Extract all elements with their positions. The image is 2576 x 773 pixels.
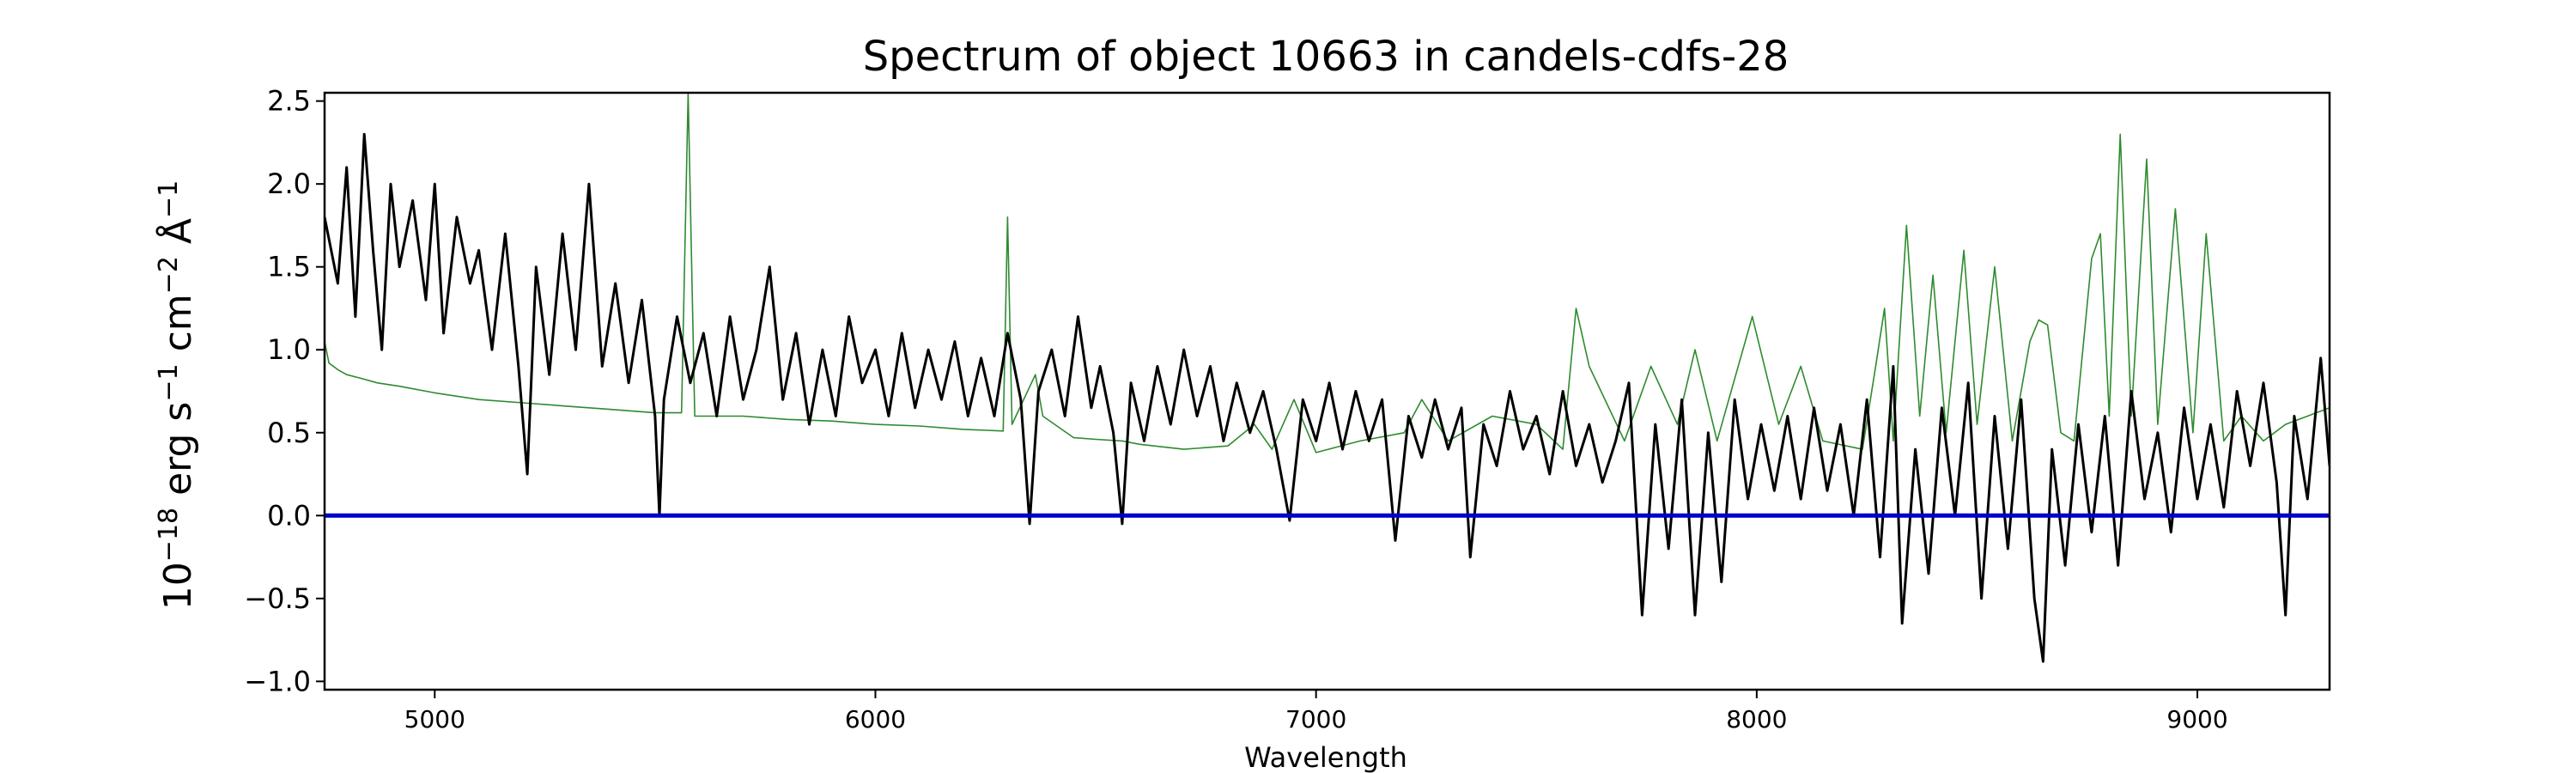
y-tick-label: 1.0 [267,333,311,366]
axis-ticks-group: −1.0 −0.5 0.0 0.5 1.0 1.5 2.0 2.5 5000 6000 7000 80… [244,85,2227,733]
x-tick-label: 8000 [1726,705,1787,733]
x-tick-label: 5000 [404,705,465,733]
x-tick-label: 9000 [2166,705,2227,733]
x-tick-label: 7000 [1285,705,1346,733]
y-tick-label: 1.5 [267,251,311,283]
y-tick-label: −1.0 [244,665,311,697]
y-tick-label: −0.5 [244,582,311,615]
x-tick-label: 6000 [845,705,906,733]
model-spectrum-line [325,93,2330,453]
y-tick-label: 0.5 [267,417,311,449]
plot-series-group [325,93,2330,663]
chart-title: Spectrum of object 10663 in candels-cdfs… [863,33,1789,81]
y-tick-label: 2.0 [267,167,311,200]
plot-frame [323,91,2331,691]
y-axis-label: 10−18 erg s−1 cm−2 Å−1 [154,180,200,610]
y-tick-label: 0.0 [267,499,311,532]
observed-spectrum-line [325,132,2330,663]
x-axis-label: Wavelength [1244,741,1407,773]
y-tick-label: 2.5 [267,85,311,118]
